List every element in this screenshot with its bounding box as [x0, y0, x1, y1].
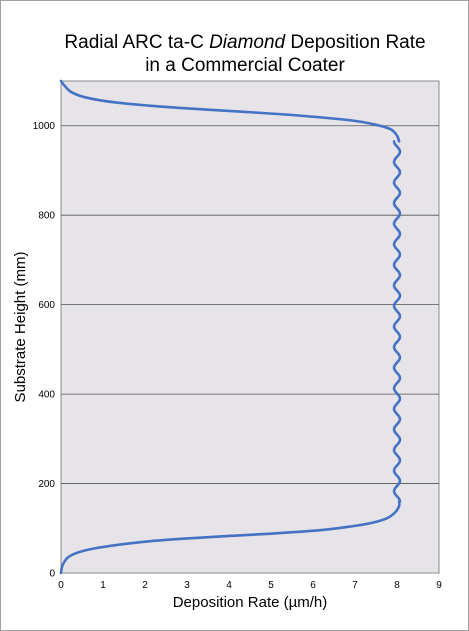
grid-lines [61, 125, 439, 484]
x-tick-label: 3 [184, 580, 190, 591]
chart-title-line-2: in a Commercial Coater [145, 55, 345, 76]
series-oscillation [392, 140, 402, 503]
y-axis-label: Substrate Height (mm) [12, 252, 29, 403]
x-tick-label: 0 [58, 580, 64, 591]
y-tick-labels: 0 200 400 600 800 1000 [33, 121, 56, 579]
x-tick-labels: 0 1 2 3 4 5 6 7 8 9 [58, 580, 442, 591]
x-tick-label: 6 [310, 580, 316, 591]
x-tick-label: 9 [436, 580, 442, 591]
x-tick-label: 7 [352, 580, 358, 591]
x-tick-label: 5 [268, 580, 274, 591]
y-tick-label: 1000 [33, 121, 56, 132]
y-tick-label: 200 [38, 479, 55, 490]
x-tick-label: 2 [142, 580, 148, 591]
chart-title-line-1: Radial ARC ta-C Diamond Deposition Rate [64, 32, 425, 53]
series-line-1 [59, 500, 401, 575]
x-tick-label: 4 [226, 580, 232, 591]
y-tick-label: 0 [49, 569, 55, 580]
series-line-2 [59, 79, 401, 143]
y-tick-label: 600 [38, 300, 55, 311]
x-axis-label: Deposition Rate (µm/h) [173, 594, 328, 611]
x-tick-label: 8 [394, 580, 400, 591]
y-tick-label: 400 [38, 390, 55, 401]
y-tick-label: 800 [38, 211, 55, 222]
x-tick-label: 1 [100, 580, 106, 591]
plot-area [60, 80, 440, 574]
series-lines [59, 79, 402, 575]
